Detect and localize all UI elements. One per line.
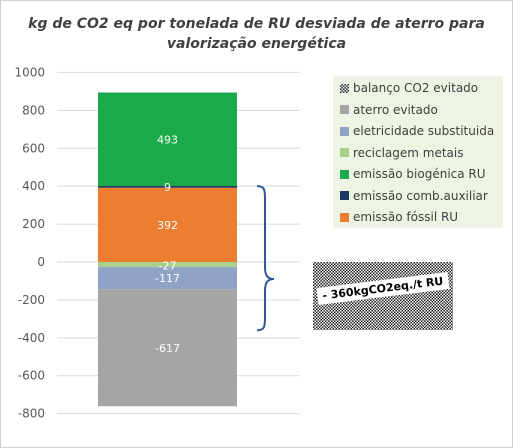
y-tick-label: 1000: [14, 65, 45, 79]
legend-item: emissão comb.auxiliar: [340, 187, 488, 205]
y-tick-label: 200: [22, 217, 45, 231]
bar-segment: [98, 185, 237, 188]
y-tick-label: 600: [22, 141, 45, 155]
legend-item: balanço CO2 evitado: [340, 79, 478, 97]
legend-swatch: [340, 148, 349, 157]
legend-swatch: [340, 191, 349, 200]
y-tick-label: -600: [18, 369, 45, 383]
legend-label: aterro evitado: [353, 102, 438, 117]
bar-segment: [98, 289, 237, 407]
chart-title-line1: kg de CO2 eq por tonelada de RU desviada…: [28, 16, 485, 32]
y-tick-label: 800: [22, 103, 45, 117]
legend-item: reciclagem metais: [340, 144, 464, 162]
y-tick-label: -200: [18, 293, 45, 307]
legend-label: eletricidade substituida: [353, 124, 495, 138]
legend: balanço CO2 evitado aterro evitado eletric…: [333, 76, 503, 228]
legend-item: aterro evitado: [340, 101, 438, 119]
legend-item: emissão fóssil RU: [340, 208, 458, 226]
legend-item: emissão biogénica RU: [340, 165, 486, 183]
data-label: 9: [164, 181, 171, 194]
annotation-label: - 360kgCO2eq./t RU: [316, 272, 450, 305]
legend-swatch: [340, 212, 349, 222]
chart-title-line2: valorização energética: [166, 36, 347, 52]
brace: [256, 185, 275, 332]
legend-label: emissão biogénica RU: [353, 167, 486, 181]
y-tick-label: 400: [22, 179, 45, 193]
legend-swatch: [340, 105, 349, 114]
data-label: 392: [157, 219, 178, 232]
bar-segment: [98, 92, 237, 186]
legend-item: eletricidade substituida: [340, 122, 494, 140]
legend-label: reciclagem metais: [353, 145, 464, 160]
data-label: -117: [155, 272, 180, 285]
y-tick-label: -800: [18, 407, 45, 421]
chart-title: kg de CO2 eq por tonelada de RU desviada…: [0, 14, 513, 54]
y-tick-label: 0: [37, 255, 45, 269]
data-label: -27: [159, 259, 177, 272]
data-label: -617: [155, 342, 180, 355]
legend-swatch: [340, 126, 349, 136]
data-label: 493: [157, 133, 178, 146]
legend-swatch: [340, 83, 349, 93]
bar-segment: [98, 187, 237, 262]
y-tick-label: -400: [18, 331, 45, 345]
bar-segment: [98, 267, 237, 290]
legend-label: balanço CO2 evitado: [353, 81, 479, 95]
bar-segment: [98, 262, 237, 268]
legend-swatch: [340, 169, 349, 179]
annotation-callout: - 360kgCO2eq./t RU: [313, 262, 453, 330]
legend-label: emissão comb.auxiliar: [353, 188, 488, 203]
legend-label: emissão fóssil RU: [353, 210, 459, 224]
